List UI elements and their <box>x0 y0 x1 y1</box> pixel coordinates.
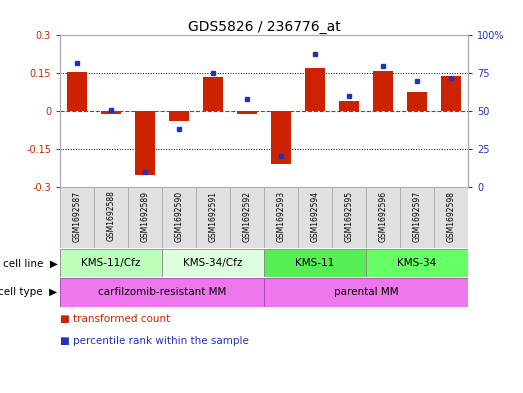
Bar <box>332 187 366 248</box>
Bar <box>60 249 162 277</box>
Bar <box>271 111 291 164</box>
Bar <box>162 187 196 248</box>
Text: GSM1692588: GSM1692588 <box>107 191 116 241</box>
Bar <box>196 187 230 248</box>
Bar <box>94 187 128 248</box>
Text: GSM1692590: GSM1692590 <box>175 191 184 242</box>
Bar <box>135 111 155 175</box>
Bar <box>162 249 264 277</box>
Text: KMS-11: KMS-11 <box>295 258 335 268</box>
Bar <box>128 187 162 248</box>
Bar <box>400 187 434 248</box>
Bar <box>101 111 121 114</box>
Bar <box>67 72 87 111</box>
Text: GSM1692589: GSM1692589 <box>141 191 150 242</box>
Text: ■ percentile rank within the sample: ■ percentile rank within the sample <box>60 336 249 346</box>
Text: ■ transformed count: ■ transformed count <box>60 314 170 324</box>
Text: GSM1692596: GSM1692596 <box>379 191 388 242</box>
Bar <box>373 71 393 111</box>
Bar <box>264 278 468 307</box>
Bar <box>441 76 461 111</box>
Bar <box>366 187 400 248</box>
Text: KMS-11/Cfz: KMS-11/Cfz <box>82 258 141 268</box>
Text: parental MM: parental MM <box>334 287 399 298</box>
Bar <box>366 249 468 277</box>
Bar <box>434 187 468 248</box>
Bar <box>60 187 94 248</box>
Text: KMS-34: KMS-34 <box>397 258 437 268</box>
Text: GSM1692595: GSM1692595 <box>345 191 354 242</box>
Text: GSM1692587: GSM1692587 <box>73 191 82 242</box>
Text: cell type  ▶: cell type ▶ <box>0 287 58 298</box>
Bar <box>264 187 298 248</box>
Text: GSM1692597: GSM1692597 <box>413 191 422 242</box>
Bar <box>339 101 359 111</box>
Text: cell line  ▶: cell line ▶ <box>3 258 58 268</box>
Text: GSM1692593: GSM1692593 <box>277 191 286 242</box>
Title: GDS5826 / 236776_at: GDS5826 / 236776_at <box>188 20 340 34</box>
Text: GSM1692594: GSM1692594 <box>311 191 320 242</box>
Text: carfilzomib-resistant MM: carfilzomib-resistant MM <box>98 287 226 298</box>
Bar <box>60 278 264 307</box>
Text: KMS-34/Cfz: KMS-34/Cfz <box>184 258 243 268</box>
Bar <box>230 187 264 248</box>
Text: GSM1692591: GSM1692591 <box>209 191 218 242</box>
Bar <box>264 249 366 277</box>
Bar <box>169 111 189 121</box>
Text: GSM1692598: GSM1692598 <box>447 191 456 242</box>
Text: GSM1692592: GSM1692592 <box>243 191 252 242</box>
Bar <box>305 68 325 111</box>
Bar <box>203 77 223 111</box>
Bar <box>237 111 257 114</box>
Bar <box>407 92 427 111</box>
Bar <box>298 187 332 248</box>
